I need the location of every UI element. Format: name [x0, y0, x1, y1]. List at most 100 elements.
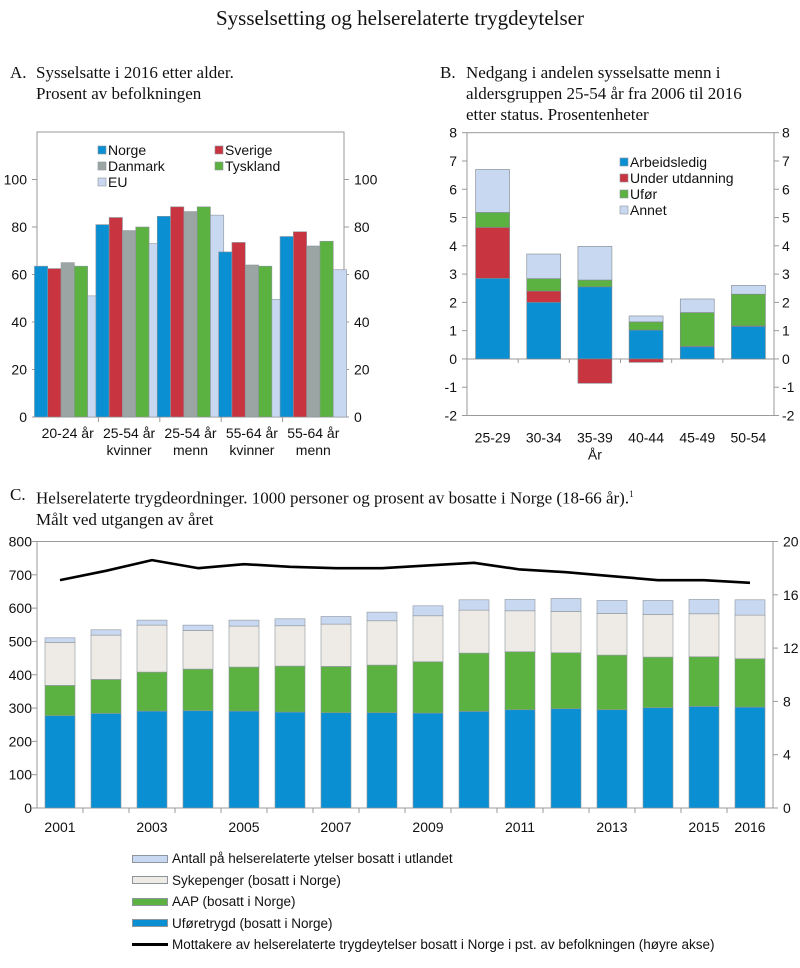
- panel-b-ytick-label-left: 6: [449, 181, 457, 197]
- panel-a-legend-label-danmark: Danmark: [108, 158, 166, 174]
- panel-c-legend-swatch-line: [132, 943, 168, 947]
- panel-b-ytick-label-left: -1: [445, 379, 458, 395]
- panel-c-bar-utlandet: [182, 624, 214, 631]
- panel-c-legend-item-uforetrygd: Uføretrygd (bosatt i Norge): [132, 913, 715, 935]
- panel-b-ytick-label-right: 4: [782, 238, 790, 254]
- panel-c-bar-sykepenger: [688, 613, 720, 658]
- panel-a-bar-tyskland: [196, 206, 211, 418]
- panel-c-xtick-label: 2003: [136, 819, 167, 835]
- panel-c-legend-label-aap: AAP (bosatt i Norge): [172, 894, 296, 910]
- panel-c-bar-aap: [734, 658, 766, 708]
- panel-c-bar-aap: [504, 651, 536, 711]
- panel-b-ytick-label-left: 7: [449, 153, 457, 169]
- panel-a-legend-swatch-sverige: [214, 145, 224, 155]
- panel-b-xtick-label: 25-29: [475, 430, 511, 446]
- panel-c-bar-sykepenger: [228, 625, 260, 668]
- panel-a-ytick-label-left: 0: [19, 409, 27, 425]
- panel-a-title: A. Sysselsatte i 2016 etter alder. Prose…: [10, 62, 370, 104]
- panel-a-bar-sverige: [231, 242, 246, 418]
- panel-c-bar-uforetrygd: [458, 711, 490, 809]
- panel-a-ytick-label-right: 60: [354, 267, 370, 283]
- panel-c-bar-aap: [458, 652, 490, 712]
- panel-c-title-text: Helserelaterte trygdeordninger. 1000 per…: [36, 488, 630, 508]
- panel-a-ytick-label-left: 40: [11, 314, 27, 330]
- panel-c-legend-label-utlandet: Antall på helserelaterte ytelser bosatt …: [172, 851, 453, 867]
- panel-a-legend-label-sverige: Sverige: [225, 142, 273, 158]
- panel-c-xtick-label: 2013: [596, 819, 627, 835]
- panel-c-bar-sykepenger: [320, 623, 352, 667]
- panel-c-ytick-label-right: 4: [783, 747, 791, 763]
- panel-a-bar-sverige: [293, 231, 307, 418]
- panel-c-legend-label-uforetrygd: Uføretrygd (bosatt i Norge): [172, 915, 333, 931]
- footnote-mark: 1: [629, 489, 634, 499]
- panel-c-bar-sykepenger: [504, 610, 536, 653]
- panel-a-bar-norge: [156, 216, 171, 418]
- panel-c-bar-uforetrygd: [274, 711, 306, 809]
- panel-b-bar-under_utdanning: [475, 227, 510, 279]
- panel-c-bar-aap: [320, 666, 352, 714]
- panel-b-legend-label-annet: Annet: [630, 202, 667, 218]
- panel-c-bar-utlandet: [320, 616, 352, 625]
- panel-c-bar-aap: [596, 654, 628, 711]
- panel-c-ytick-label-left: 400: [9, 667, 33, 683]
- panel-b-legend-swatch-annet: [619, 205, 629, 215]
- panel-b-legend-swatch-under_utdanning: [619, 173, 629, 183]
- panel-a-xtick-label: 55-64 år: [287, 425, 339, 441]
- panel-c-ytick-label-left: 800: [9, 534, 33, 550]
- panel-c-bar-aap: [642, 656, 674, 709]
- panel-c-legend-swatch-aap: [132, 897, 168, 906]
- figure-title: Sysselsetting og helserelaterte trygdeyt…: [216, 6, 584, 30]
- panel-c-line-series: [59, 558, 751, 585]
- panel-c-ytick-label-left: 0: [24, 800, 32, 816]
- panel-c-bar-aap: [366, 664, 398, 714]
- panel-c-xtick-label: 2016: [734, 819, 765, 835]
- panel-a-ytick-label-right: 80: [354, 219, 370, 235]
- panel-c-bar-sykepenger: [44, 642, 76, 686]
- panel-b-ytick-label-right: 7: [782, 153, 790, 169]
- panel-c-legend-item-line: Mottakere av helserelaterte trygdeytelse…: [132, 934, 715, 956]
- panel-b-bar-under_utdanning: [577, 358, 613, 384]
- panel-c-bar-sykepenger: [182, 630, 214, 670]
- panel-a-ytick-label-left: 60: [11, 267, 27, 283]
- panel-a-legend-label-tyskland: Tyskland: [225, 158, 280, 174]
- panel-c-ytick-label-left: 500: [9, 633, 33, 649]
- panel-c-bar-uforetrygd: [734, 706, 766, 809]
- panel-c-title-line-2: Målt ved utgangen av året: [36, 509, 214, 529]
- panel-c-bar-utlandet: [366, 611, 398, 622]
- panel-c-bar-utlandet: [550, 598, 582, 612]
- panel-c-bar-utlandet: [44, 637, 76, 643]
- panel-a-title-line-1: Sysselsatte i 2016 etter alder.: [36, 63, 234, 82]
- panel-b-ytick-label-right: 5: [782, 210, 790, 226]
- panel-b-ytick-label-left: 3: [449, 266, 457, 282]
- panel-b-bar-annet: [731, 285, 766, 295]
- panel-b-letter: B.: [440, 63, 456, 82]
- panel-a-legend-swatch-danmark: [97, 161, 107, 171]
- panel-b-ytick-label-left: -2: [445, 408, 458, 424]
- panel-c-legend-swatch-sykepenger: [132, 876, 168, 885]
- panel-a-bar-sverige: [108, 217, 123, 418]
- panel-b-legend-label-arbeidsledig: Arbeidsledig: [630, 154, 707, 170]
- panel-c-bar-aap: [688, 656, 720, 707]
- panel-b-bar-annet: [577, 246, 613, 281]
- panel-c-bar-sykepenger: [596, 613, 628, 656]
- panel-b-bar-annet: [679, 298, 715, 313]
- panel-b-xtick-label: 35-39: [577, 430, 613, 446]
- panel-a-bar-eu: [332, 269, 347, 418]
- panel-a-ytick-label-right: 0: [354, 409, 362, 425]
- panel-a-letter: A.: [10, 63, 27, 82]
- panel-a-legend-swatch-norge: [97, 145, 107, 155]
- panel-b-ytick-label-right: 2: [782, 294, 790, 310]
- panel-b-legend-swatch-ufor: [619, 189, 629, 199]
- panel-c-legend: Antall på helserelaterte ytelser bosatt …: [132, 848, 715, 956]
- panel-b-ytick-label-left: 1: [449, 323, 457, 339]
- panel-b-ytick-label-right: 8: [782, 125, 790, 141]
- panel-b-title-line-3: etter status. Prosentenheter: [466, 105, 649, 124]
- panel-c-bar-aap: [182, 668, 214, 712]
- panel-b-title-line-1: Nedgang i andelen sysselsatte menn i: [466, 63, 721, 82]
- panel-b-xaxis-label: År: [588, 447, 602, 463]
- panel-c-bar-uforetrygd: [228, 710, 260, 809]
- panel-a-ytick-label-right: 100: [354, 172, 378, 188]
- panel-b-bar-arbeidsledig: [475, 278, 510, 360]
- panel-c-bar-sykepenger: [734, 614, 766, 660]
